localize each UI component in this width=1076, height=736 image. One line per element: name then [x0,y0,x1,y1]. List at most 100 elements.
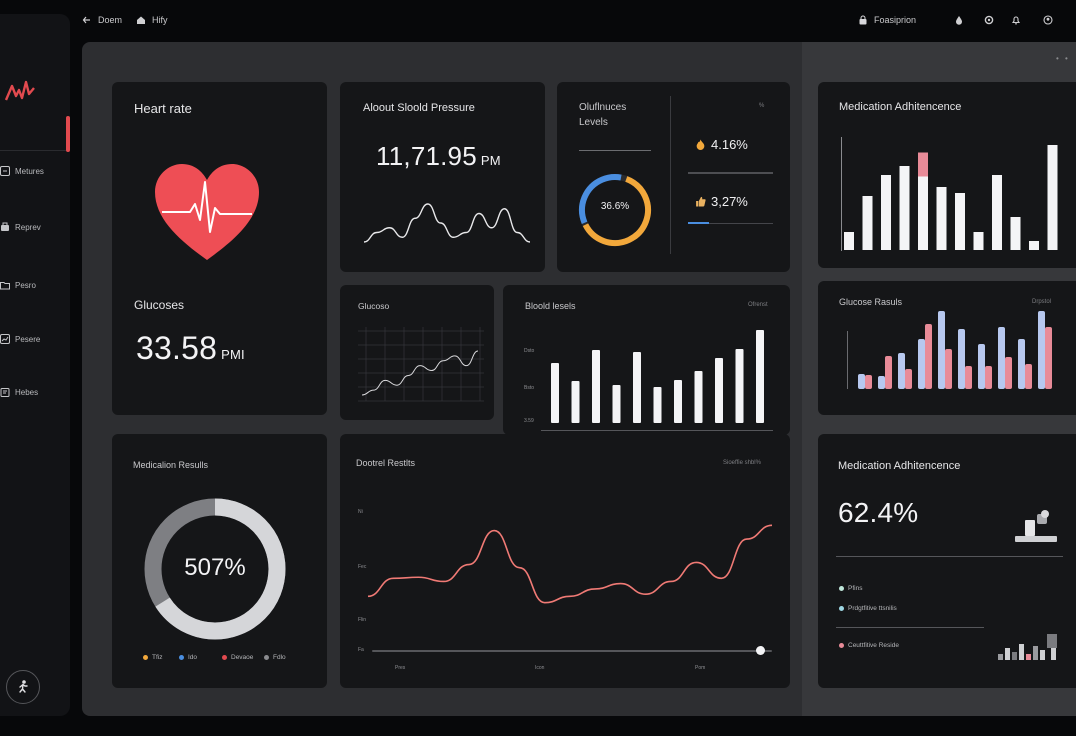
medication-results-title: Medicalion Resulls [133,460,209,470]
medication-legend-item: Devaoe [222,654,253,661]
blood-levels-card[interactable]: Bloold lesels Ofrenst Dsto Bsto 3.59 [503,285,790,435]
home-icon [137,16,145,24]
legend-label: Fdlo [273,654,286,661]
user-avatar[interactable] [6,670,40,704]
blood-levels-bar [612,385,621,423]
back-button[interactable]: Doem [82,15,122,25]
glucose-results-bar-blue [918,339,925,389]
grid-icon [0,166,10,176]
legend-dot [143,655,148,660]
glucose-line-card[interactable]: Glucoso [340,285,494,420]
glucose-series-line [361,350,479,396]
back-arrow-icon [82,16,90,24]
sidebar-item-reprev[interactable]: Reprev [0,219,41,235]
blood-levels-tag[interactable]: Ofrenst [748,302,768,308]
heart-rate-card[interactable]: Heart rate Glucoses 33.58 PMI [112,82,327,415]
legend-label: Ceuttfitive Reside [848,642,899,649]
control-results-ytick: Fa [358,647,364,653]
blood-levels-ytick: 3.59 [524,418,534,424]
medication-adherence-bar [1010,217,1021,250]
blood-levels-bar [633,352,641,423]
control-results-card[interactable]: Dootrel Restlts Sioeffie shbl% Ni Fec Fl… [340,434,790,688]
sidebar-item-metures[interactable]: Metures [0,163,44,179]
medication-adherence-bottom-title: Medication Adhitencence [838,460,961,472]
app-logo[interactable] [4,78,44,108]
medication-adherence-summary-card[interactable]: Medication Adhitencence 62.4% Pfins Prdg… [818,434,1076,688]
sidebar-item-label: Reprev [15,222,41,232]
glucose-results-card[interactable]: Glucose Rasuls Drpstol [818,281,1076,415]
glucose-results-bar-pink [945,349,952,389]
control-results-ytick: Flin [358,617,367,623]
pill-bottle-icon [1015,510,1057,542]
glucose-stat-1: 4.16% [695,137,748,152]
glucose-results-bar-blue [858,374,865,389]
glucose-unit: PMI [221,347,245,362]
medication-adherence-bar [936,187,947,250]
settings-icon[interactable] [984,15,994,25]
blood-levels-ytick: Bsto [524,385,535,391]
bell-icon[interactable] [1011,15,1021,25]
glucose-line-title: Glucoso [358,301,390,311]
sidebar-item-label: Hebes [15,387,39,397]
adherence-legend-item: Pfins [839,585,862,592]
blood-levels-bar [551,363,559,423]
glucose-levels-card[interactable]: Oluflnuces Levels % 36.6% 4.16% 3,27% [557,82,790,272]
blood-pressure-title: Aloout Sloold Pressure [363,102,475,114]
sidebar-item-label: Pesere [15,334,41,344]
blood-pressure-unit: PM [480,153,501,168]
glucose-results-bar-blue [978,344,985,389]
medication-adherence-divider [836,556,1063,557]
profile-button[interactable]: Foasiprion [858,15,916,25]
glucose-results-bar-blue [998,327,1005,389]
medication-legend-item: Ido [179,654,197,661]
glucose-levels-divider [579,150,651,151]
glucose-results-bar-pink [965,366,972,389]
user-icon[interactable] [1043,15,1053,25]
sidebar-item-pesere[interactable]: Pesere [0,331,40,347]
glucose-levels-corner[interactable]: % [759,103,765,109]
heart-icon [155,164,259,260]
glucose-line-chart [358,327,484,402]
legend-label: Ido [188,654,198,661]
blood-pressure-card[interactable]: Aloout Sloold Pressure 11,71.95 PM [340,82,545,272]
legend-label: Prdgtfitive ttsnilis [848,605,897,612]
legend-dot [839,606,844,611]
control-results-xtick: Pom [695,665,706,671]
control-results-slider-track[interactable] [372,650,772,652]
blood-levels-title: Bloold lesels [525,301,576,311]
blood-levels-bar [735,349,744,423]
sidebar-item-pesro[interactable]: Pesro [0,277,36,293]
glucose-results-tag[interactable]: Drpstol [1032,299,1052,305]
control-results-slider-thumb[interactable] [755,646,765,655]
clipboard-icon [0,388,10,397]
back-label: Doem [98,15,123,25]
medication-results-card[interactable]: Medicalion Resulls 507% Tfiz Ido Devaoe … [112,434,327,688]
blood-levels-bar [694,371,703,423]
glucose-title: Glucoses [134,298,185,312]
control-results-xtick: Pres [395,665,406,671]
panel-menu-dots[interactable]: • • [1056,54,1070,63]
medication-adherence-bar [844,232,854,250]
control-results-ytick: Ni [358,509,363,515]
glucose-results-bar-blue [1038,311,1045,389]
glucose-results-bar-pink [1045,327,1052,389]
home-button[interactable]: Hify [136,15,168,25]
blood-levels-bar [756,330,764,423]
legend-dot [264,655,269,660]
sidebar: Metures Reprev Pesro Pesere Hebes [0,14,70,716]
control-results-tag[interactable]: Sioeffie shbl% [723,460,761,466]
legend-label: Devaoe [231,654,254,661]
blood-levels-bars [551,330,764,423]
legend-label: Tfiz [152,654,163,661]
control-results-xtick: Icon [535,665,545,671]
chart-icon [0,334,10,344]
sidebar-item-label: Pesro [15,280,36,290]
glucose-results-bar-blue [898,353,905,389]
legend-dot [839,586,844,591]
blood-pressure-value: 11,71.95 PM [376,141,501,172]
blood-levels-bar [571,381,580,423]
blood-levels-bar [715,358,723,423]
drop-icon[interactable] [954,15,964,25]
sidebar-item-hebes[interactable]: Hebes [0,384,38,400]
medication-adherence-chart-card[interactable]: Medication Adhitencence [818,82,1076,268]
